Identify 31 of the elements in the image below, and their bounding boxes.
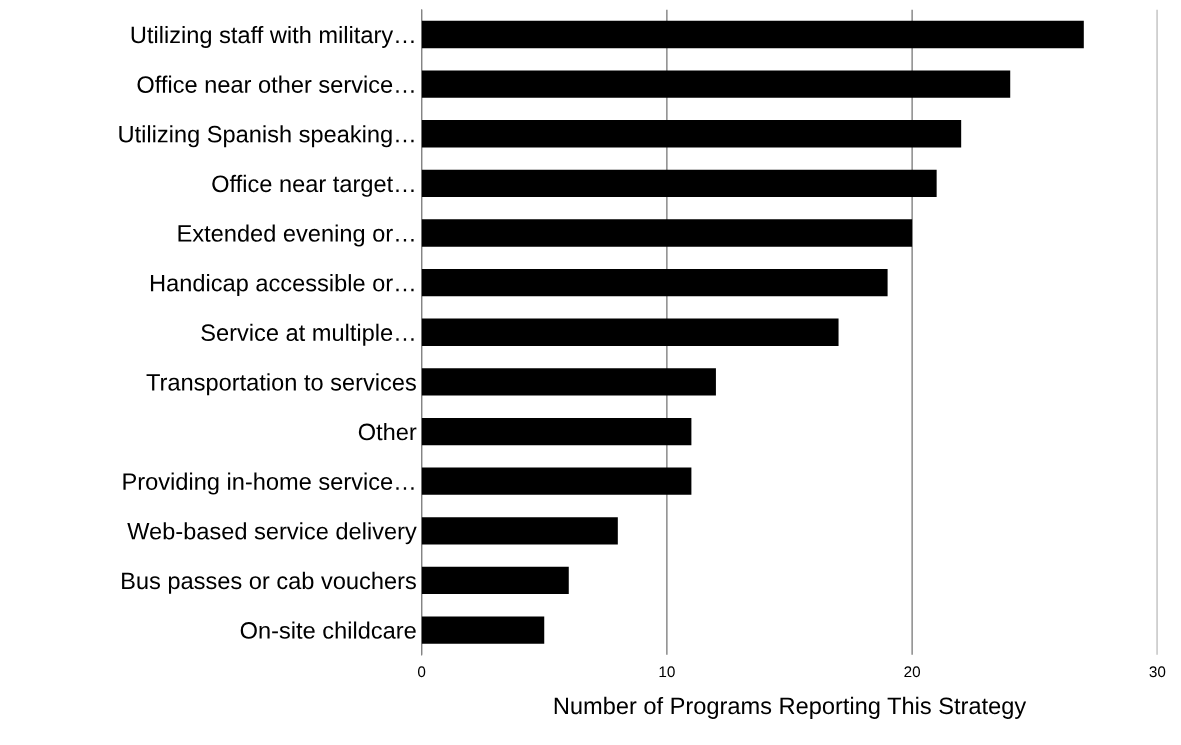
x-tick-label: 20 xyxy=(904,666,921,678)
bar xyxy=(421,517,618,545)
y-tick-label: Other xyxy=(358,422,417,441)
y-tick-label: Providing in-home service… xyxy=(123,472,414,495)
bar xyxy=(421,219,913,247)
bar xyxy=(421,616,545,644)
bar xyxy=(421,169,937,198)
y-tick-label: Bus passes or cab vouchers xyxy=(122,571,416,594)
y-tick-label: Office near other service… xyxy=(137,75,414,93)
y-tick-label: Transportation to services xyxy=(146,373,416,396)
y-tick-label: Utilizing Spanish speaking… xyxy=(119,125,414,148)
x-tick-label: 0 xyxy=(417,666,426,678)
y-tick-label: Web-based service delivery xyxy=(127,522,417,545)
y-tick-label: Service at multiple… xyxy=(201,323,414,346)
bar xyxy=(421,20,1084,49)
bar xyxy=(421,566,569,595)
y-tick-label: Office near target… xyxy=(212,174,414,197)
bar xyxy=(421,318,839,346)
bar xyxy=(421,268,888,297)
y-tick-label: Extended evening or… xyxy=(178,224,414,247)
y-tick-label: On-site childcare xyxy=(240,621,416,639)
bar xyxy=(421,368,716,396)
bar xyxy=(421,417,692,446)
x-tick-label: 10 xyxy=(659,666,675,678)
bar xyxy=(421,70,1011,98)
x-tick-label: 30 xyxy=(1149,666,1166,678)
bar xyxy=(421,467,692,495)
y-tick-label: Utilizing staff with military… xyxy=(131,25,414,48)
bar xyxy=(421,120,962,148)
x-axis-title: Number of Programs Reporting This Strategy xyxy=(554,696,1027,719)
y-tick-label: Handicap accessible or… xyxy=(150,274,414,297)
